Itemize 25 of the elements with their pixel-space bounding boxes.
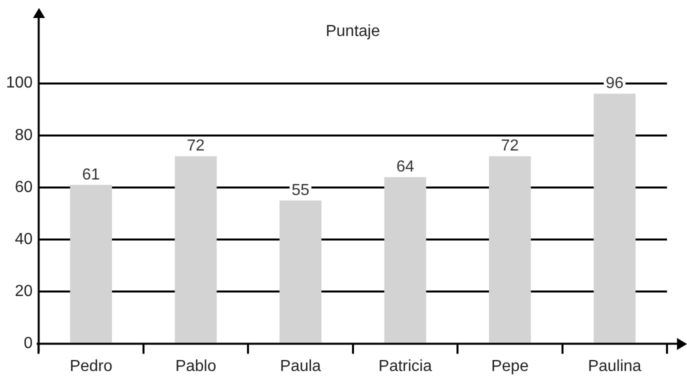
- x-tick-label: Patricia: [378, 358, 432, 375]
- bar: [70, 184, 112, 343]
- data-label: 55: [292, 182, 310, 199]
- data-label: 64: [396, 158, 414, 176]
- data-label: 72: [501, 138, 519, 155]
- data-label: 96: [606, 75, 624, 92]
- x-tick-label: Pablo: [175, 358, 216, 375]
- chart-title: Puntaje: [326, 23, 380, 40]
- bar: [384, 177, 426, 343]
- data-label: 72: [186, 138, 205, 155]
- y-tick-label: 20: [14, 283, 33, 300]
- bar: [280, 200, 322, 343]
- y-tick-label: 60: [14, 178, 33, 196]
- y-tick-label: 40: [14, 231, 33, 248]
- x-tick-label: Paulina: [588, 358, 642, 375]
- y-tick-label: 100: [6, 74, 33, 92]
- y-tick-label: 80: [14, 126, 33, 144]
- y-tick-label: 0: [24, 335, 33, 352]
- x-tick-label: Paula: [280, 358, 322, 375]
- bar: [174, 156, 217, 343]
- x-tick-label: Pepe: [491, 358, 529, 375]
- bar: [594, 94, 636, 343]
- data-label: 61: [82, 166, 100, 184]
- x-tick-label: Pedro: [70, 358, 112, 375]
- bar: [488, 156, 531, 343]
